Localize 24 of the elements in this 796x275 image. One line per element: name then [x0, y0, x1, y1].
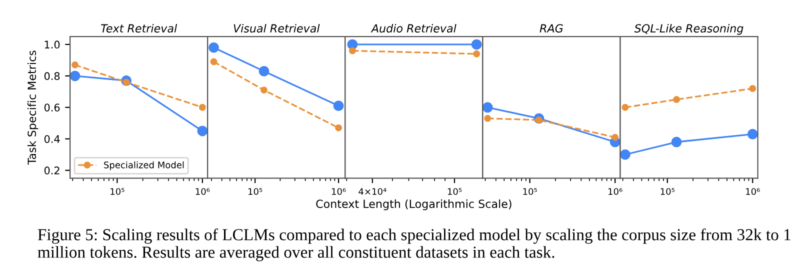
chart-title: Visual Retrieval: [234, 24, 320, 33]
y-tick-label: 0.4: [44, 135, 60, 143]
legend-label: Specialized Model: [104, 161, 184, 170]
chart-title: Text Retrieval: [101, 24, 178, 33]
chart-title: RAG: [540, 24, 563, 33]
x-tick-label: 10⁶: [332, 188, 346, 195]
x-tick-label: 10⁶: [746, 188, 760, 195]
chart-title: Audio Retrieval: [370, 24, 456, 33]
x-axis-title: Context Length (Logarithmic Scale): [316, 199, 512, 210]
y-tick-label: 0.2: [44, 166, 60, 174]
y-axis-title: Task Specific Metrics: [27, 50, 38, 165]
y-tick-label: 1.0: [44, 40, 60, 49]
x-tick-label: 10⁶: [608, 188, 622, 195]
y-tick-label: 0.8: [44, 72, 60, 80]
x-tick-label: 10⁵: [660, 188, 674, 195]
x-tick-label: 10⁵: [448, 188, 462, 195]
x-tick-label: 10⁶: [196, 188, 210, 195]
x-tick-label: 10⁵: [248, 188, 262, 195]
y-tick-label: 0.6: [44, 104, 60, 112]
caption: Figure 5: Scaling results of LCLMs compared to each specialized model by scaling the corpus size from 32k to 1 million tokens. Results are averaged over all constituent datasets in each task.: [38, 228, 790, 262]
x-tick-label: 10⁵: [523, 188, 537, 195]
x-tick-label: 4×10⁴: [358, 188, 386, 195]
chart-title: SQL-Like Reasoning: [634, 24, 744, 35]
x-tick-label: 10⁵: [110, 188, 124, 195]
